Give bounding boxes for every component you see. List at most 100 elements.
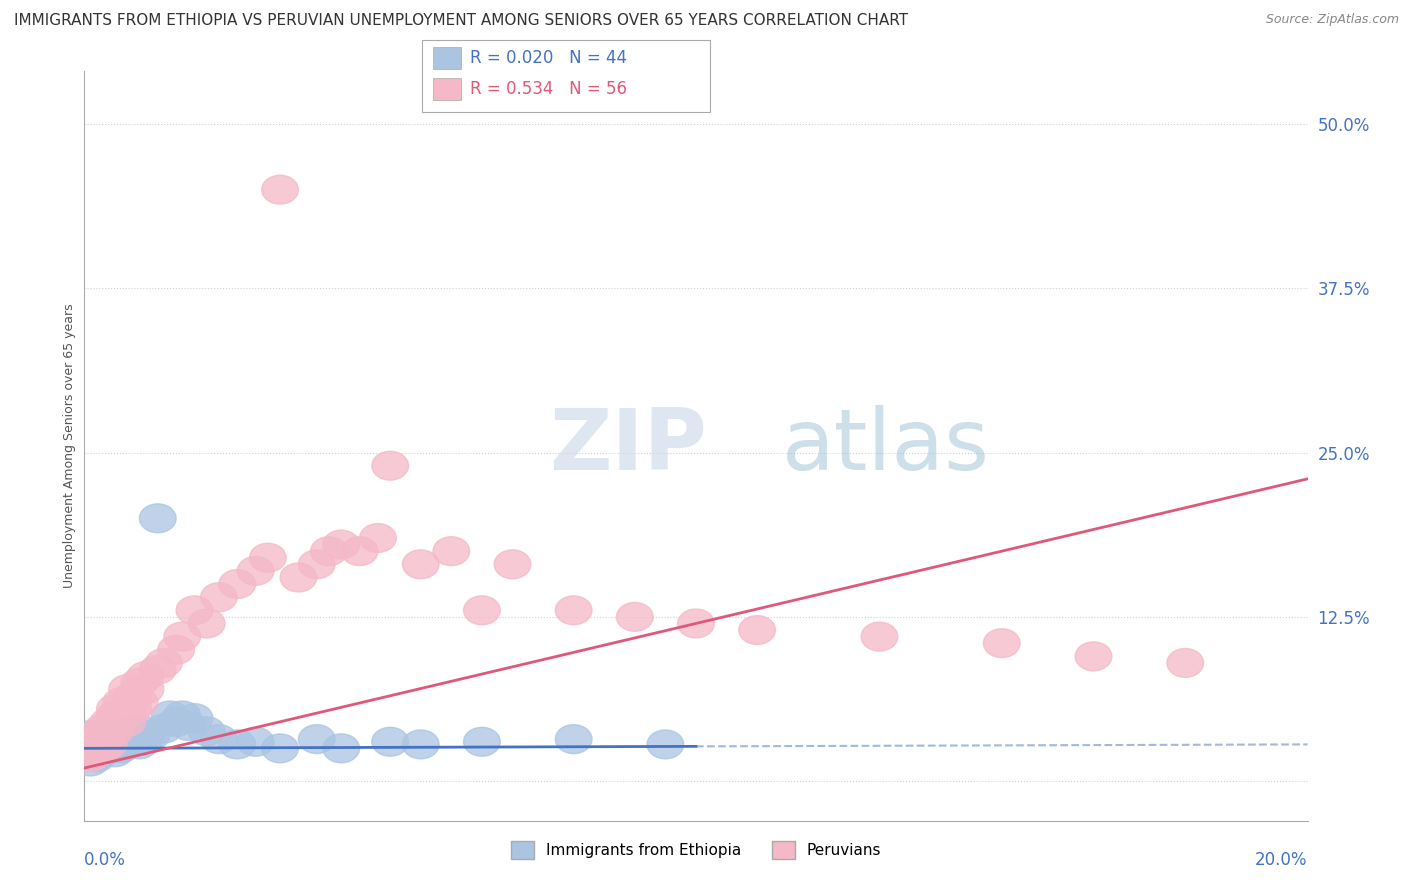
- Ellipse shape: [79, 743, 115, 772]
- Legend: Immigrants from Ethiopia, Peruvians: Immigrants from Ethiopia, Peruvians: [505, 835, 887, 865]
- Ellipse shape: [103, 704, 139, 732]
- Ellipse shape: [298, 549, 335, 579]
- Text: atlas: atlas: [782, 404, 990, 488]
- Ellipse shape: [201, 724, 238, 754]
- Ellipse shape: [72, 734, 108, 763]
- Ellipse shape: [72, 747, 108, 776]
- Ellipse shape: [433, 537, 470, 566]
- Ellipse shape: [103, 727, 139, 756]
- Ellipse shape: [127, 723, 165, 752]
- Ellipse shape: [97, 701, 134, 730]
- Ellipse shape: [165, 622, 201, 651]
- Ellipse shape: [176, 596, 212, 624]
- Ellipse shape: [1076, 642, 1112, 671]
- Ellipse shape: [146, 648, 183, 677]
- Ellipse shape: [121, 730, 157, 759]
- Ellipse shape: [121, 721, 157, 749]
- Text: IMMIGRANTS FROM ETHIOPIA VS PERUVIAN UNEMPLOYMENT AMONG SENIORS OVER 65 YEARS CO: IMMIGRANTS FROM ETHIOPIA VS PERUVIAN UNE…: [14, 13, 908, 29]
- Ellipse shape: [323, 734, 360, 763]
- Ellipse shape: [219, 730, 256, 759]
- Ellipse shape: [238, 557, 274, 585]
- Ellipse shape: [738, 615, 776, 645]
- Ellipse shape: [464, 727, 501, 756]
- Ellipse shape: [90, 721, 127, 749]
- Ellipse shape: [108, 723, 146, 752]
- Ellipse shape: [860, 622, 898, 651]
- Ellipse shape: [127, 662, 165, 690]
- Ellipse shape: [402, 730, 439, 759]
- Text: R = 0.020   N = 44: R = 0.020 N = 44: [470, 49, 627, 67]
- Ellipse shape: [146, 714, 183, 743]
- Ellipse shape: [79, 734, 115, 763]
- Ellipse shape: [97, 738, 134, 767]
- Ellipse shape: [108, 707, 146, 737]
- Text: 0.0%: 0.0%: [84, 851, 127, 869]
- Ellipse shape: [84, 734, 121, 763]
- Ellipse shape: [188, 717, 225, 746]
- Ellipse shape: [262, 175, 298, 204]
- Ellipse shape: [90, 707, 127, 737]
- Ellipse shape: [464, 596, 501, 624]
- Ellipse shape: [157, 707, 194, 737]
- Ellipse shape: [1167, 648, 1204, 677]
- Ellipse shape: [139, 504, 176, 533]
- Ellipse shape: [103, 688, 139, 717]
- Ellipse shape: [121, 668, 157, 697]
- Ellipse shape: [108, 674, 146, 704]
- Ellipse shape: [152, 701, 188, 730]
- Ellipse shape: [79, 727, 115, 756]
- Ellipse shape: [238, 727, 274, 756]
- Ellipse shape: [201, 582, 238, 612]
- Ellipse shape: [165, 701, 201, 730]
- Ellipse shape: [983, 629, 1021, 657]
- Ellipse shape: [79, 721, 115, 749]
- Ellipse shape: [176, 704, 212, 732]
- Ellipse shape: [90, 734, 127, 763]
- Text: ZIP: ZIP: [550, 404, 707, 488]
- Ellipse shape: [72, 727, 108, 756]
- Ellipse shape: [121, 688, 157, 717]
- Ellipse shape: [90, 730, 127, 759]
- Ellipse shape: [555, 724, 592, 754]
- Ellipse shape: [134, 721, 170, 749]
- Ellipse shape: [115, 681, 152, 710]
- Ellipse shape: [97, 721, 134, 749]
- Ellipse shape: [494, 549, 531, 579]
- Ellipse shape: [371, 451, 409, 480]
- Ellipse shape: [647, 730, 683, 759]
- Ellipse shape: [84, 724, 121, 754]
- Ellipse shape: [108, 695, 146, 723]
- Ellipse shape: [108, 730, 146, 759]
- Ellipse shape: [115, 695, 152, 723]
- Ellipse shape: [84, 730, 121, 759]
- Text: R = 0.534   N = 56: R = 0.534 N = 56: [470, 80, 627, 98]
- Ellipse shape: [72, 721, 108, 749]
- Ellipse shape: [72, 740, 108, 770]
- Ellipse shape: [79, 734, 115, 763]
- Ellipse shape: [402, 549, 439, 579]
- Ellipse shape: [115, 717, 152, 746]
- Ellipse shape: [72, 743, 108, 772]
- Ellipse shape: [280, 563, 316, 592]
- Ellipse shape: [127, 674, 165, 704]
- Ellipse shape: [371, 727, 409, 756]
- Ellipse shape: [84, 714, 121, 743]
- Text: Source: ZipAtlas.com: Source: ZipAtlas.com: [1265, 13, 1399, 27]
- Ellipse shape: [97, 695, 134, 723]
- Ellipse shape: [311, 537, 347, 566]
- Ellipse shape: [342, 537, 378, 566]
- Ellipse shape: [84, 738, 121, 767]
- Ellipse shape: [219, 570, 256, 599]
- Ellipse shape: [127, 717, 165, 746]
- Ellipse shape: [555, 596, 592, 624]
- Y-axis label: Unemployment Among Seniors over 65 years: Unemployment Among Seniors over 65 years: [63, 303, 76, 589]
- Ellipse shape: [360, 524, 396, 552]
- Ellipse shape: [188, 609, 225, 638]
- Ellipse shape: [678, 609, 714, 638]
- Ellipse shape: [249, 543, 287, 572]
- Ellipse shape: [115, 724, 152, 754]
- Ellipse shape: [97, 717, 134, 746]
- Ellipse shape: [170, 712, 207, 740]
- Ellipse shape: [84, 727, 121, 756]
- Ellipse shape: [103, 734, 139, 763]
